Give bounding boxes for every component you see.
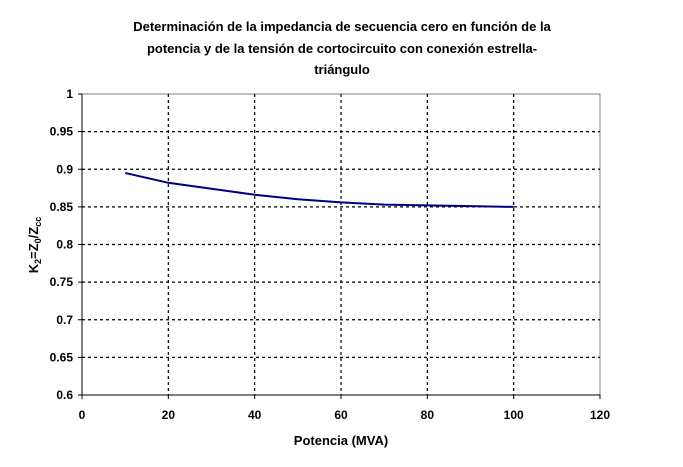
data-point bbox=[513, 206, 515, 208]
y-axis-label-k: K bbox=[26, 263, 41, 273]
y-tick-label: 0.65 bbox=[50, 350, 74, 364]
data-point bbox=[426, 204, 428, 206]
x-tick-label: 20 bbox=[162, 408, 176, 422]
y-axis-label: K2=Z0/Zcc bbox=[26, 217, 43, 274]
x-tick-label: 100 bbox=[504, 408, 524, 422]
x-tick-label: 40 bbox=[248, 408, 262, 422]
chart-title-line-1: Determinación de la impedancia de secuen… bbox=[133, 19, 551, 34]
y-axis-label-z0: =Z bbox=[26, 243, 41, 259]
x-tick-label: 0 bbox=[79, 408, 86, 422]
data-point bbox=[254, 194, 256, 196]
y-axis-label-zcc-sub: cc bbox=[33, 217, 43, 227]
y-axis-label-z0-sub: 0 bbox=[33, 238, 43, 243]
data-point bbox=[383, 204, 385, 206]
data-point bbox=[167, 182, 169, 184]
tick-labels: 0.6 0.65 0.7 0.75 0.8 0.85 0.9 0.95 1 0 20 40 60 80 10… bbox=[50, 87, 611, 422]
y-tick-label: 0.85 bbox=[50, 200, 74, 214]
chart-title: Determinación de la impedancia de secuen… bbox=[133, 19, 551, 77]
x-tick-label: 60 bbox=[334, 408, 348, 422]
series-layer bbox=[124, 172, 515, 208]
y-axis-label-zcc: /Z bbox=[26, 227, 41, 239]
x-tick-label: 80 bbox=[421, 408, 435, 422]
x-axis-label: Potencia (MVA) bbox=[294, 433, 388, 448]
data-point bbox=[470, 205, 472, 207]
y-tick-label: 1 bbox=[66, 87, 73, 101]
y-tick-label: 0.7 bbox=[56, 313, 73, 327]
series-line bbox=[124, 172, 514, 208]
y-tick-label: 0.8 bbox=[56, 238, 73, 252]
data-point bbox=[297, 198, 299, 200]
y-tick-label: 0.95 bbox=[50, 125, 74, 139]
chart-title-line-3: triángulo bbox=[314, 62, 370, 77]
data-point bbox=[124, 172, 126, 174]
y-tick-label: 0.9 bbox=[56, 162, 73, 176]
grid-lines bbox=[82, 94, 600, 395]
axes bbox=[78, 93, 601, 399]
y-tick-label: 0.6 bbox=[56, 388, 73, 402]
chart-title-line-2: potencia y de la tensión de cortocircuit… bbox=[147, 41, 537, 56]
data-point bbox=[340, 201, 342, 203]
x-tick-label: 120 bbox=[590, 408, 610, 422]
y-tick-label: 0.75 bbox=[50, 275, 74, 289]
y-axis-label-k-sub: 2 bbox=[33, 259, 43, 264]
data-point bbox=[211, 188, 213, 190]
